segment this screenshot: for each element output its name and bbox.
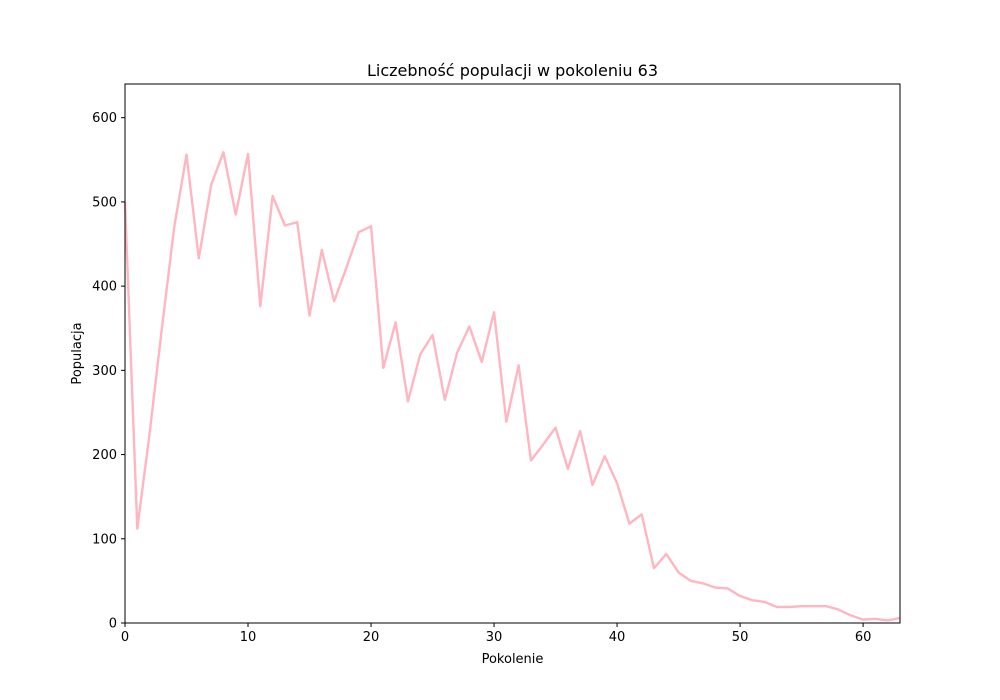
y-tick-label: 500 bbox=[92, 195, 117, 210]
x-tick-label: 40 bbox=[609, 630, 626, 645]
plot-frame bbox=[124, 83, 901, 624]
x-tick-label: 10 bbox=[240, 630, 257, 645]
y-tick-label: 0 bbox=[109, 617, 117, 632]
y-tick-label: 400 bbox=[92, 280, 117, 295]
x-tick-label: 50 bbox=[732, 630, 749, 645]
x-tick-label: 60 bbox=[855, 630, 872, 645]
series-layer bbox=[123, 151, 901, 622]
series-line-0 bbox=[123, 151, 901, 622]
y-tick-label: 200 bbox=[92, 448, 117, 463]
y-axis-label: Populacja bbox=[70, 322, 85, 384]
x-tick-label: 20 bbox=[363, 630, 380, 645]
chart-title: Liczebność populacji w pokoleniu 63 bbox=[367, 61, 658, 80]
y-tick-label: 600 bbox=[92, 111, 117, 126]
x-axis-label: Pokolenie bbox=[482, 652, 544, 667]
y-tick-label: 100 bbox=[92, 532, 117, 547]
y-tick-label: 300 bbox=[92, 364, 117, 379]
x-tick-label: 0 bbox=[121, 630, 129, 645]
x-tick-label: 30 bbox=[486, 630, 503, 645]
y-axis: 0 100 200 300 400 500 600 bbox=[92, 111, 125, 632]
x-axis: 0 10 20 30 40 50 60 bbox=[121, 623, 872, 645]
